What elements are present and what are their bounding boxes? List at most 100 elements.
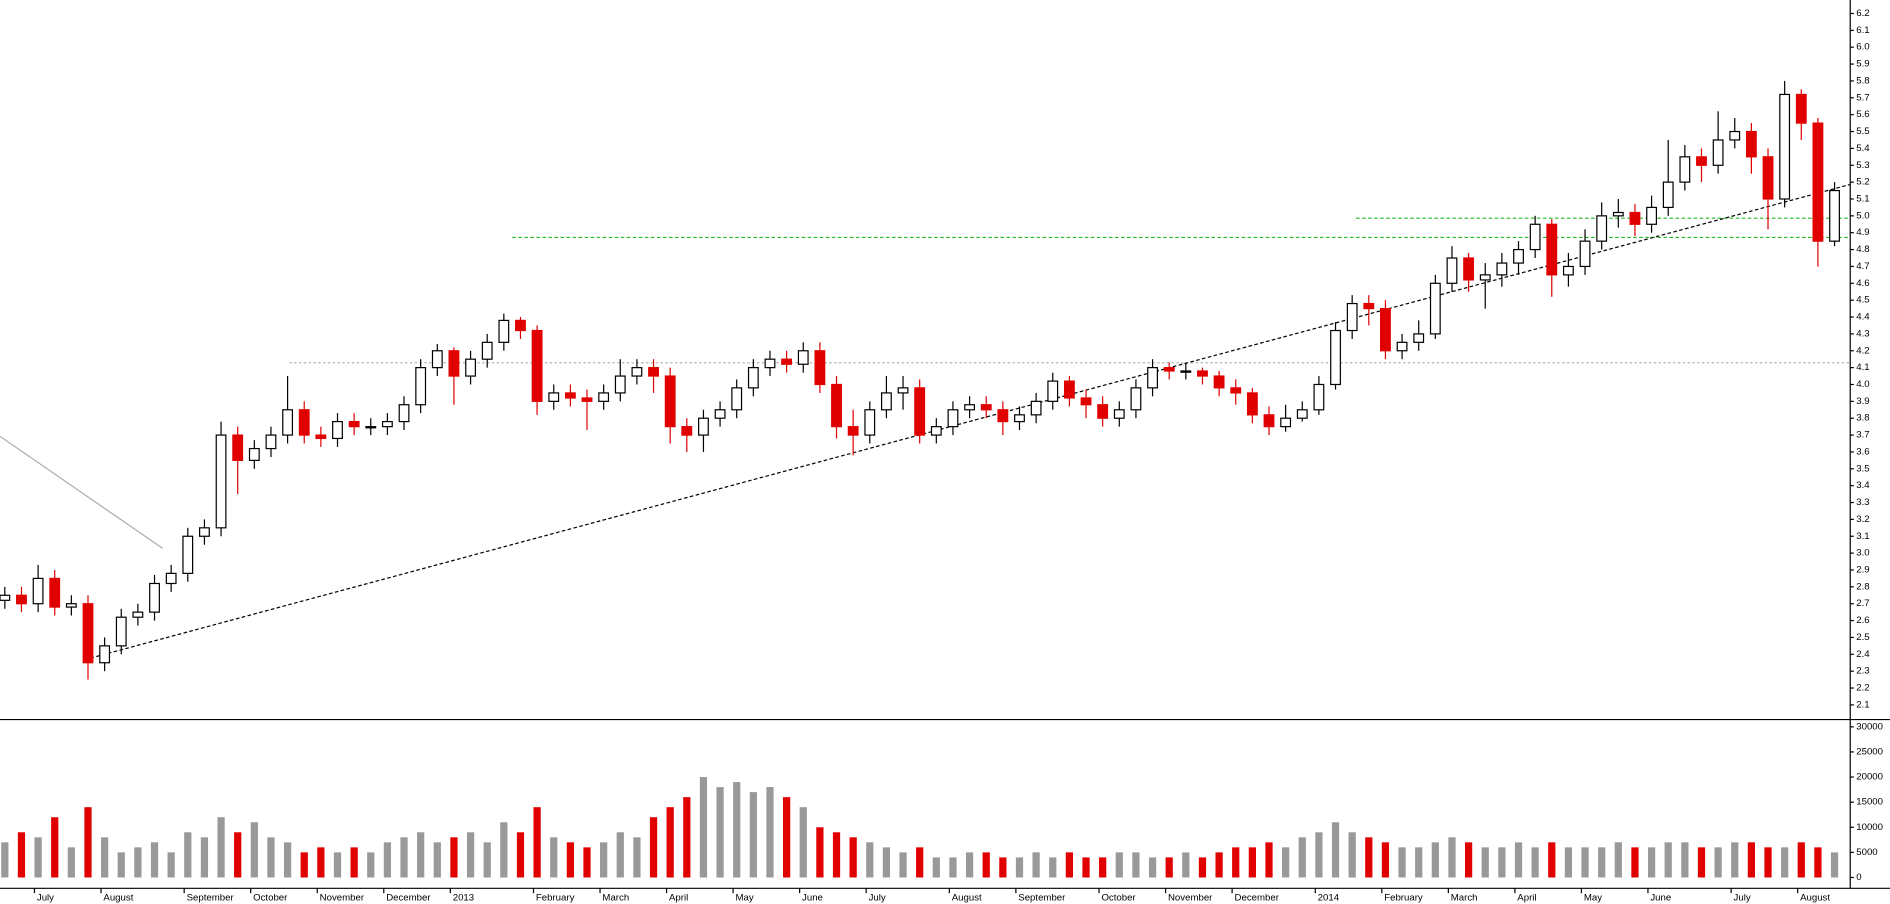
volume-bar: [1548, 842, 1556, 878]
candle-body: [1829, 189, 1840, 242]
candle-body: [1562, 265, 1574, 276]
x-tick-label: May: [736, 893, 754, 904]
candle-body: [49, 577, 61, 608]
y-tick-label: 2.3: [1856, 666, 1869, 677]
candle-body: [714, 409, 726, 419]
y-tick-label: 2.7: [1856, 598, 1869, 609]
volume-bar: [234, 832, 242, 878]
candle-body: [298, 409, 310, 436]
volume-bar: [1830, 852, 1839, 878]
candle-body: [1080, 397, 1092, 406]
volume-bar: [965, 852, 974, 878]
volume-bar: [583, 847, 591, 878]
candle-body: [1313, 383, 1325, 411]
y-tick-label: 2.5: [1856, 632, 1869, 643]
candle-body: [997, 409, 1009, 423]
y-tick-label: 2.1: [1856, 699, 1869, 710]
volume-bar: [250, 822, 258, 878]
candle-body: [698, 417, 709, 436]
y-tick-label: 5.9: [1856, 59, 1869, 70]
volume-bar: [1198, 857, 1207, 878]
x-tick-label: December: [1235, 893, 1280, 904]
y-tick-label: 2.9: [1856, 565, 1869, 576]
x-tick-label: 2014: [1318, 893, 1340, 904]
candle-body: [232, 434, 244, 461]
marks: 2.1 2.2 2.3 2.4 2.5 2.6 2.7 2.8 2.9 3.0 3.1 3.2 3.3 3…: [0, 8, 1883, 904]
volume-bar: [1431, 842, 1439, 878]
volume-bar: [733, 782, 741, 878]
y-tick-label: 6.0: [1856, 42, 1869, 53]
volume-bar: [317, 847, 325, 878]
volume-bar: [616, 832, 624, 878]
candle-body: [515, 319, 526, 332]
y-tick-label: 3.9: [1856, 396, 1869, 407]
volume-bar: [333, 852, 342, 878]
y-tick-label: 4.1: [1856, 362, 1869, 373]
x-tick-label: October: [253, 893, 288, 904]
volume-bar: [1647, 847, 1656, 878]
volume-bar: [832, 832, 841, 878]
volume-bar: [1331, 822, 1340, 878]
volume-bar: [1464, 842, 1473, 878]
volume-bar: [1797, 842, 1805, 878]
x-tick-label: September: [1018, 893, 1066, 904]
volume-bar: [1182, 852, 1190, 878]
candle-body: [731, 387, 743, 411]
volume-bar: [1282, 847, 1290, 878]
y-tick-label: 5.1: [1856, 194, 1869, 205]
y-tick-label: 10000: [1856, 822, 1883, 833]
x-tick-label: February: [1384, 893, 1423, 904]
volume-bar: [1814, 847, 1822, 878]
candle-body: [1629, 211, 1641, 225]
downtrend-line: [0, 435, 164, 549]
volume-bar: [1148, 857, 1157, 878]
y-tick-label: 3.2: [1856, 514, 1869, 525]
candle-body: [16, 594, 27, 605]
volume-bar: [500, 822, 508, 878]
candle-body: [581, 397, 593, 402]
y-tick-label: 5.6: [1856, 109, 1869, 120]
candle-body: [99, 645, 111, 664]
volume-bar: [67, 847, 75, 878]
candle-body: [781, 358, 793, 365]
volume-bar: [1032, 852, 1040, 878]
y-tick-label: 3.4: [1856, 480, 1870, 491]
y-tick-label: 4.0: [1856, 379, 1869, 390]
volume-bar: [1681, 842, 1689, 878]
y-tick-label: 5.7: [1856, 92, 1869, 103]
volume-bar: [683, 797, 691, 878]
candle-body: [914, 387, 926, 436]
y-tick-label: 5.3: [1856, 160, 1869, 171]
y-tick-label: 3.1: [1856, 531, 1869, 542]
candle-body: [381, 420, 393, 428]
volume-bar: [34, 837, 42, 878]
volume-bar: [816, 827, 824, 878]
y-tick-label: 5.5: [1856, 126, 1869, 137]
x-tick-label: December: [386, 893, 431, 904]
candle-body: [1163, 367, 1175, 372]
volume-bar: [766, 787, 774, 878]
candle-body: [431, 350, 443, 369]
y-tick-label: 2.2: [1856, 683, 1869, 694]
candle-body: [1696, 156, 1707, 166]
y-tick-label: 3.6: [1856, 446, 1869, 457]
x-tick-label: August: [1800, 893, 1830, 904]
x-tick-label: May: [1584, 893, 1602, 904]
candle-body: [664, 375, 676, 428]
volume-bar: [916, 847, 924, 878]
candle-body: [1380, 307, 1391, 352]
volume-bar: [433, 842, 441, 878]
volume-bar: [1531, 847, 1539, 878]
x-tick-label: June: [802, 893, 823, 904]
volume-bar: [1581, 847, 1589, 878]
candle-body: [165, 572, 177, 585]
y-tick-label: 4.3: [1856, 328, 1869, 339]
volume-bar: [749, 792, 757, 878]
volume-bar: [1115, 852, 1123, 878]
y-tick-label: 30000: [1856, 721, 1883, 732]
x-tick-label: 2013: [453, 893, 474, 904]
volume-bar: [1398, 847, 1406, 878]
y-tick-label: 2.4: [1856, 649, 1870, 660]
candle-body: [864, 409, 876, 436]
